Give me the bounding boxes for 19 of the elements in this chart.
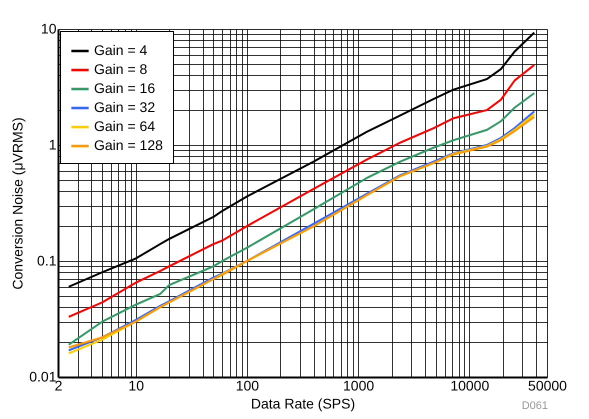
y-tick-label: 0.1 bbox=[37, 252, 57, 268]
x-tick-label: 2 bbox=[54, 378, 63, 394]
legend-label: Gain = 4 bbox=[94, 42, 148, 58]
x-axis-title: Data Rate (SPS) bbox=[250, 396, 356, 412]
x-tick-label: 10000 bbox=[450, 378, 490, 394]
legend-label: Gain = 16 bbox=[94, 80, 156, 96]
y-tick-label: 0.01 bbox=[29, 368, 57, 384]
x-tick-label: 1000 bbox=[343, 378, 374, 394]
legend-label: Gain = 128 bbox=[94, 137, 164, 153]
text: D061 bbox=[522, 400, 548, 412]
x-tick-label: 50000 bbox=[528, 378, 568, 394]
legend-label: Gain = 32 bbox=[94, 99, 156, 115]
x-tick-label: 10 bbox=[128, 378, 144, 394]
legend-label: Gain = 8 bbox=[94, 61, 148, 77]
y-axis-title: Conversion Noise (μVRMS) bbox=[9, 117, 26, 290]
y-tick-label: 10 bbox=[40, 20, 57, 36]
legend-label: Gain = 64 bbox=[94, 118, 156, 134]
x-tick-label: 100 bbox=[236, 378, 260, 394]
y-tick-label: 1 bbox=[48, 136, 57, 152]
